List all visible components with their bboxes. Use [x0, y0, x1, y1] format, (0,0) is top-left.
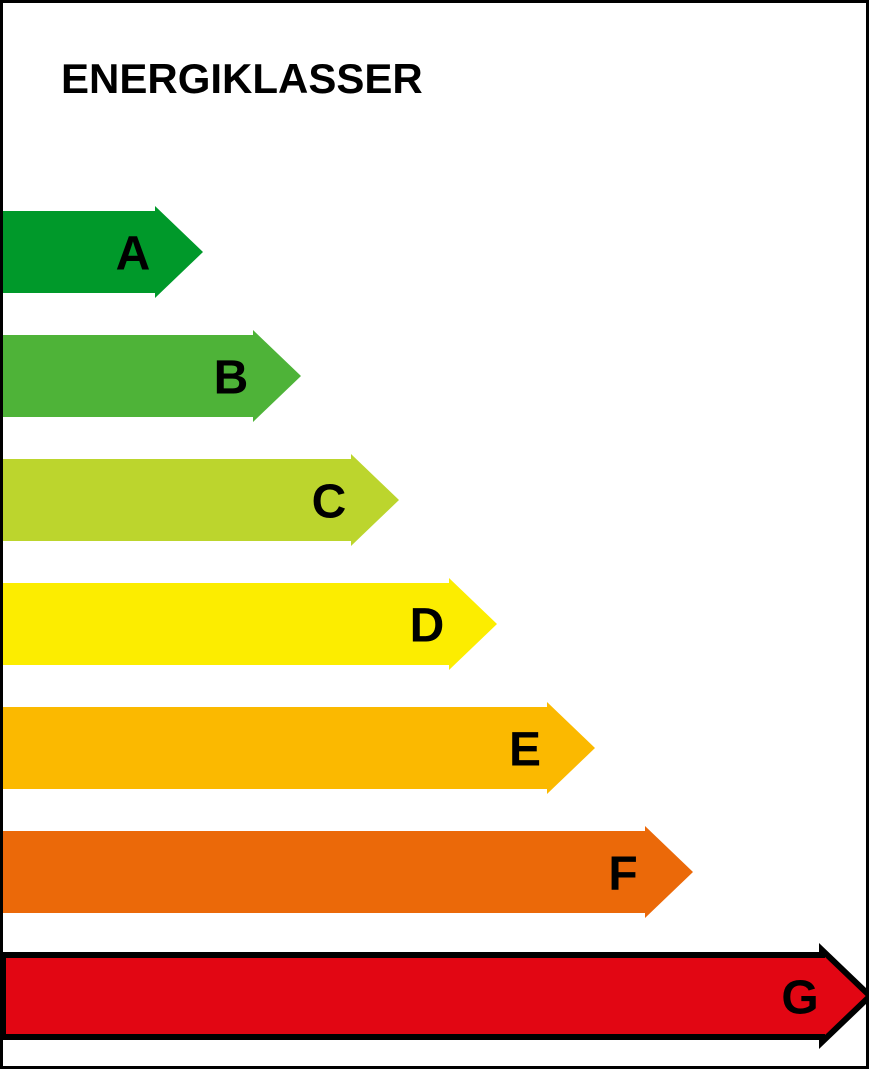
energy-class-arrow-a — [3, 206, 203, 298]
energy-class-label-c: C — [312, 476, 347, 529]
energy-label-frame: ENERGIKLASSER ABCDEFG — [0, 0, 869, 1069]
energy-class-label-a: A — [116, 228, 151, 281]
energy-class-arrow-b — [3, 330, 301, 422]
energy-class-label-b: B — [214, 352, 249, 405]
energy-class-arrow-g — [3, 950, 869, 1042]
energy-class-label-g: G — [781, 972, 818, 1025]
energy-class-label-f: F — [608, 848, 637, 901]
energy-class-arrow-e — [3, 702, 595, 794]
energy-class-arrow-f — [3, 826, 693, 918]
energy-class-label-e: E — [509, 724, 541, 777]
energy-class-label-d: D — [410, 600, 445, 653]
energy-arrows-chart: A B C D E F G — [3, 3, 869, 1072]
